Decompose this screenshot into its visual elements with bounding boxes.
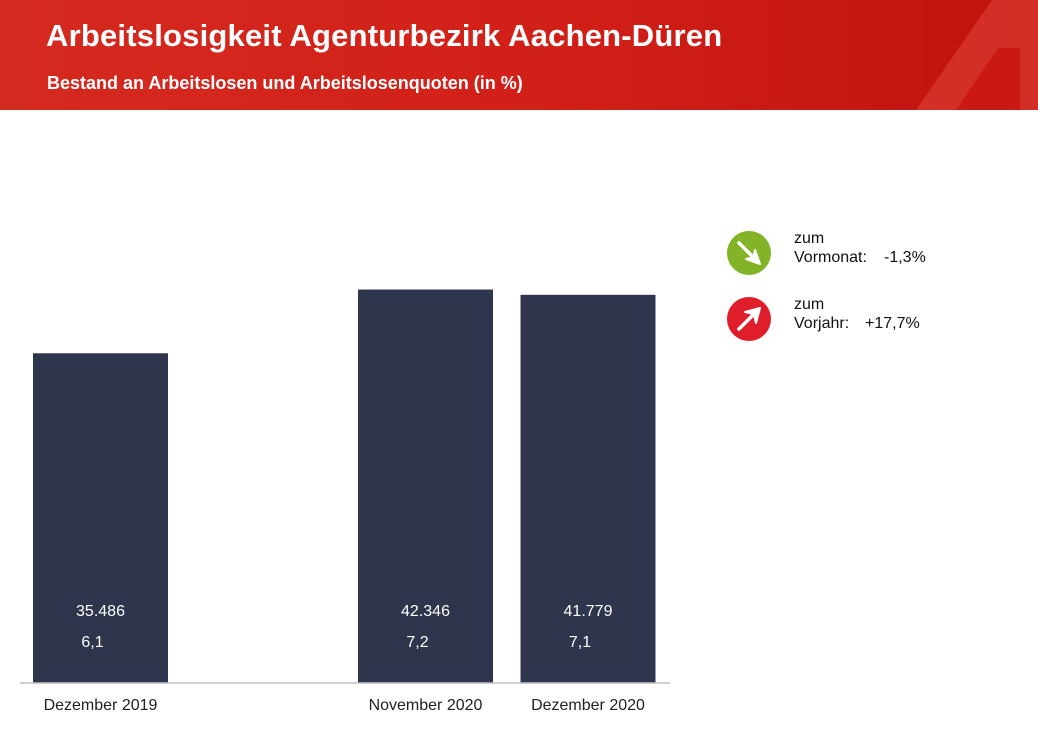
bar-value-label-0: 35.486 xyxy=(76,603,125,620)
bar-3 xyxy=(520,294,656,683)
change-vormonat: zum Vormonat: -1,3% xyxy=(726,230,1006,278)
bar-quote-label-3: 7,1 xyxy=(569,634,591,651)
bar-group xyxy=(33,289,656,683)
label-group: 35.486 6,1 Dezember 2019 42.346 7,2 November … xyxy=(44,603,645,714)
header-banner: Arbeitslosigkeit Agenturbezirk Aachen-Dü… xyxy=(0,0,1038,110)
bar-quote-label-0: 6,1 xyxy=(81,634,103,651)
bar-value-label-3: 41.779 xyxy=(564,603,613,620)
change-vormonat-value: -1,3% xyxy=(884,249,926,266)
page-subtitle: Bestand an Arbeitslosen und Arbeitslosen… xyxy=(47,73,523,93)
x-tick-label-3: Dezember 2020 xyxy=(531,697,645,714)
agency-logo-icon xyxy=(916,0,1038,110)
change-vorjahr-label: zum Vorjahr: xyxy=(794,295,849,333)
bar-2 xyxy=(358,289,493,683)
change-vorjahr-value: +17,7% xyxy=(865,315,920,332)
bar-value-label-2: 42.346 xyxy=(401,603,450,620)
bar-chart: 35.486 6,1 Dezember 2019 42.346 7,2 November … xyxy=(20,289,670,714)
arrow-up-right-icon xyxy=(727,297,771,341)
bar-quote-label-2: 7,2 xyxy=(406,634,428,651)
change-vormonat-line1: zum xyxy=(794,230,825,247)
change-vormonat-line2: Vormonat: xyxy=(794,249,867,266)
change-vormonat-label: zum Vormonat: xyxy=(794,229,867,267)
change-vorjahr: zum Vorjahr: +17,7% xyxy=(726,296,1006,344)
arrow-down-right-icon xyxy=(727,231,771,275)
page-title: Arbeitslosigkeit Agenturbezirk Aachen-Dü… xyxy=(46,18,723,53)
bar-0 xyxy=(33,353,168,683)
x-tick-label-0: Dezember 2019 xyxy=(44,697,158,714)
change-vorjahr-line2: Vorjahr: xyxy=(794,315,850,332)
change-vorjahr-line1: zum xyxy=(794,296,825,313)
x-tick-label-2: November 2020 xyxy=(369,697,483,714)
